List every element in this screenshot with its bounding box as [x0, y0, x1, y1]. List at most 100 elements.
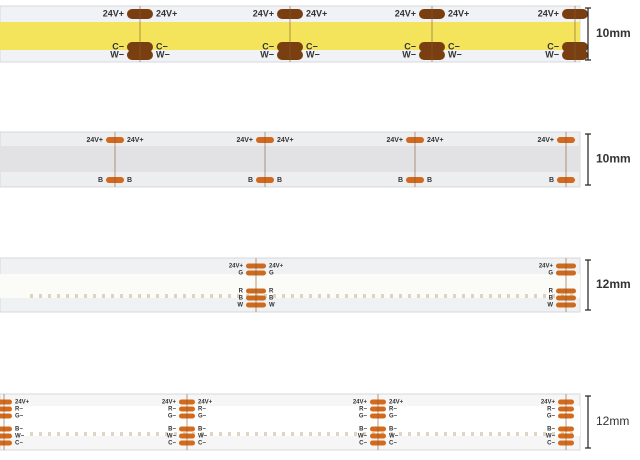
led-chip [246, 432, 249, 436]
led-chip [390, 432, 393, 436]
led-chip [102, 432, 105, 436]
led-chip [75, 432, 78, 436]
led-chip [417, 432, 420, 436]
pad-label: C− [198, 441, 206, 447]
pad-label: G [269, 271, 274, 277]
pad-label: W− [448, 49, 462, 59]
led-chip [534, 432, 537, 436]
led-chip [300, 432, 303, 436]
pad-label: R− [359, 407, 367, 413]
led-chip [39, 432, 42, 436]
led-chip [462, 294, 465, 298]
led-chip [480, 294, 483, 298]
pad-label: C− [448, 41, 460, 51]
pad-label: B− [168, 427, 176, 433]
pad-label: 24V+ [538, 8, 559, 18]
led-chip [291, 432, 294, 436]
pad-label: B [549, 177, 554, 184]
pad-label: R [549, 289, 554, 295]
pad-label: R− [198, 407, 206, 413]
led-chip [363, 294, 366, 298]
pad-label: B− [15, 427, 23, 433]
pad-label: B− [198, 427, 206, 433]
pad-label: W− [156, 49, 170, 59]
pad-label: G− [168, 414, 177, 420]
led-chip [84, 294, 87, 298]
pad-label: B [427, 177, 432, 184]
solder-pad [0, 399, 12, 405]
emitter-band [0, 146, 580, 172]
pad-label: 24V+ [541, 400, 556, 406]
led-chip [264, 294, 267, 298]
pad-label: B [269, 296, 274, 302]
pad-label: W− [358, 434, 368, 440]
led-chip [129, 432, 132, 436]
led-chip [156, 294, 159, 298]
emitter-band [0, 406, 580, 436]
pad-label: 24V+ [236, 137, 253, 144]
led-chip [30, 294, 33, 298]
led-chip [282, 432, 285, 436]
led-chip [408, 294, 411, 298]
led-chip [93, 432, 96, 436]
led-chip [129, 294, 132, 298]
pad-label: G [548, 271, 553, 277]
led-chip [75, 294, 78, 298]
pad-label: B [248, 177, 253, 184]
led-chip [426, 432, 429, 436]
led-chip [399, 432, 402, 436]
width-label: 12mm [596, 414, 629, 428]
led-chip [345, 432, 348, 436]
pad-label: R [239, 289, 244, 295]
pad-label: 24V+ [389, 400, 404, 406]
led-chip [273, 294, 276, 298]
pad-label: 24V+ [427, 137, 444, 144]
pad-label: W [547, 303, 553, 309]
led-chip [111, 294, 114, 298]
pad-label: 24V+ [162, 400, 177, 406]
led-chip [210, 432, 213, 436]
led-chip [192, 294, 195, 298]
led-chip [327, 294, 330, 298]
led-chip [291, 294, 294, 298]
led-chip [30, 432, 33, 436]
led-chip [507, 294, 510, 298]
led-chip [471, 294, 474, 298]
led-chip [471, 432, 474, 436]
led-chip [57, 432, 60, 436]
pad-label: C− [262, 41, 274, 51]
pad-label: 24V+ [253, 8, 274, 18]
led-chip [156, 432, 159, 436]
pad-label: W− [15, 434, 25, 440]
width-label: 10mm [596, 26, 631, 40]
led-chip [273, 432, 276, 436]
led-chip [435, 432, 438, 436]
pad-label: B− [389, 427, 397, 433]
pad-label: 24V+ [277, 137, 294, 144]
led-chip [219, 294, 222, 298]
solder-pad [0, 426, 12, 432]
pad-label: B [549, 296, 554, 302]
pad-label: 24V+ [86, 137, 103, 144]
pad-label: W− [546, 434, 556, 440]
led-chip [543, 432, 546, 436]
led-chip [327, 432, 330, 436]
led-chip [354, 294, 357, 298]
led-chip [498, 432, 501, 436]
led-chip [120, 294, 123, 298]
pad-label: 24V+ [448, 8, 469, 18]
led-chip [435, 294, 438, 298]
led-chip [282, 294, 285, 298]
solder-pad [0, 440, 12, 446]
pad-label: C− [547, 41, 559, 51]
led-chip [93, 294, 96, 298]
led-chip [354, 432, 357, 436]
pad-label: B [98, 177, 103, 184]
pad-label: R− [168, 407, 176, 413]
pad-label: 24V+ [229, 264, 244, 270]
led-chip [48, 432, 51, 436]
led-chip [237, 294, 240, 298]
led-chip [516, 432, 519, 436]
led-chip [426, 294, 429, 298]
